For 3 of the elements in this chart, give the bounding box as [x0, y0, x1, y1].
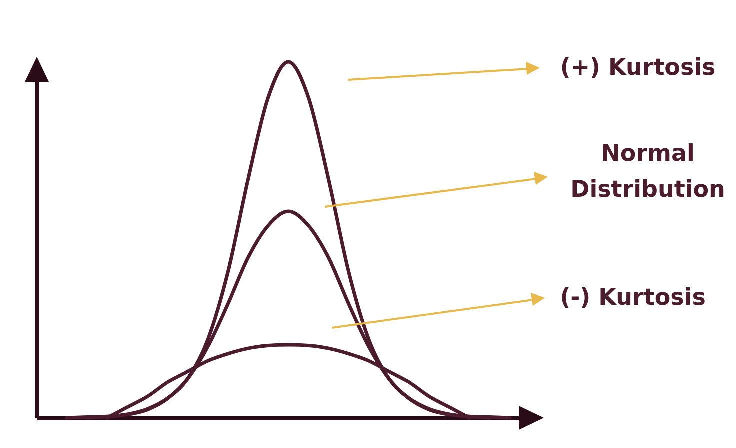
text: (+) Kurtosis [559, 54, 717, 83]
text: (-) Kurtosis [559, 284, 707, 313]
text: Normal Distribution [570, 140, 726, 205]
